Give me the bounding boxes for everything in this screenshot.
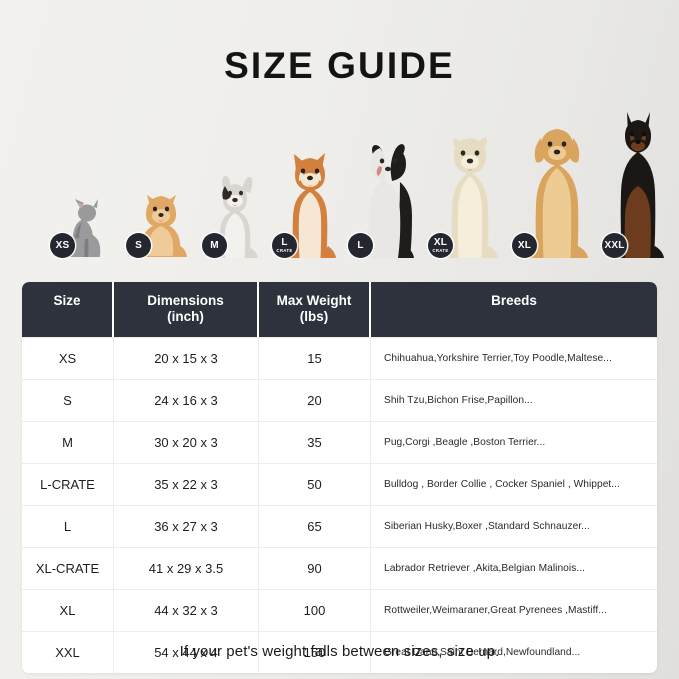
- cat-icon: [50, 196, 114, 258]
- cell-breeds: Siberian Husky,Boxer ,Standard Schnauzer…: [384, 520, 590, 532]
- cell-dimensions: 30 x 20 x 3: [114, 421, 259, 463]
- cell-breeds: Rottweiler,Weimaraner,Great Pyrenees ,Ma…: [384, 604, 607, 616]
- column-header-line1: Size: [53, 293, 81, 308]
- column-header-line1: Max Weight: [276, 293, 352, 308]
- column-header-size: Size: [22, 282, 114, 337]
- cell-max-weight: 150: [259, 631, 371, 673]
- cell-dimensions: 54 x 44 x 4: [114, 631, 259, 673]
- cell-breeds: Bulldog , Border Collie , Cocker Spaniel…: [384, 478, 620, 490]
- cell-dimensions: 24 x 16 x 3: [114, 379, 259, 421]
- size-badge-xxl: XXL: [602, 233, 627, 258]
- pet-xxl: XXL: [602, 112, 676, 258]
- cell-max-weight: 65: [259, 505, 371, 547]
- dog-icon: [348, 142, 428, 258]
- cell-dimensions: 36 x 27 x 3: [114, 505, 259, 547]
- badge-label: XS: [55, 239, 70, 251]
- table-row: XXL 54 x 44 x 4 150 Great Dane,Saint Ber…: [22, 630, 657, 673]
- size-badge-xs: XS: [50, 233, 75, 258]
- pet-xl: XL: [512, 126, 602, 258]
- cell-breeds: Chihuahua,Yorkshire Terrier,Toy Poodle,M…: [384, 352, 612, 364]
- cell-max-weight: 50: [259, 463, 371, 505]
- dog-icon: [512, 126, 602, 258]
- size-badge-xl-crate: XL CRATE: [428, 233, 453, 258]
- cell-dimensions: 35 x 22 x 3: [114, 463, 259, 505]
- cell-max-weight: 90: [259, 547, 371, 589]
- pet-xs: XS: [50, 196, 114, 258]
- badge-label: M: [210, 239, 219, 251]
- size-badge-xl: XL: [512, 233, 537, 258]
- column-header-line1: Breeds: [491, 293, 537, 308]
- cell-breeds: Pug,Corgi ,Beagle ,Boston Terrier...: [384, 436, 546, 448]
- pet-l-crate: L CRATE: [272, 152, 348, 258]
- table-row: XL-CRATE 41 x 29 x 3.5 90 Labrador Retri…: [22, 546, 657, 589]
- dog-icon: [272, 152, 348, 258]
- badge-label: XL: [517, 239, 532, 251]
- dog-icon: [202, 174, 268, 258]
- badge-sublabel: CRATE: [276, 247, 293, 253]
- size-table: Size Dimensions (inch) Max Weight (lbs) …: [22, 282, 657, 673]
- cell-dimensions: 20 x 15 x 3: [114, 337, 259, 379]
- size-badge-s: S: [126, 233, 151, 258]
- badge-label: S: [135, 239, 142, 251]
- cell-dimensions: 41 x 29 x 3.5: [114, 547, 259, 589]
- cell-max-weight: 15: [259, 337, 371, 379]
- table-row: XS 20 x 15 x 3 15 Chihuahua,Yorkshire Te…: [22, 336, 657, 379]
- column-header-line1: Dimensions: [147, 293, 224, 308]
- column-header-line2: (inch): [167, 308, 204, 324]
- pet-m: M: [202, 174, 268, 258]
- column-header-breeds: Breeds: [371, 282, 657, 337]
- cell-size: L: [22, 505, 114, 547]
- size-badge-l: L: [348, 233, 373, 258]
- pet-lineup: XS: [0, 108, 679, 258]
- cell-max-weight: 35: [259, 421, 371, 463]
- dog-icon: [602, 112, 676, 258]
- cell-breeds: Great Dane,Saint Bernard,Newfoundland...: [384, 646, 581, 658]
- cell-size: L-CRATE: [22, 463, 114, 505]
- cell-breeds: Labrador Retriever ,Akita,Belgian Malino…: [384, 562, 586, 574]
- badge-label: L: [357, 239, 364, 251]
- cell-size: XXL: [22, 631, 114, 673]
- column-header-line2: (lbs): [299, 308, 329, 324]
- cell-size: M: [22, 421, 114, 463]
- table-header-row: Size Dimensions (inch) Max Weight (lbs) …: [22, 282, 657, 337]
- dog-icon: [428, 134, 512, 258]
- pet-xl-crate: XL CRATE: [428, 134, 512, 258]
- badge-sublabel: CRATE: [432, 247, 449, 253]
- table-row: L 36 x 27 x 3 65 Siberian Husky,Boxer ,S…: [22, 504, 657, 547]
- cell-dimensions: 44 x 32 x 3: [114, 589, 259, 631]
- table-row: XL 44 x 32 x 3 100 Rottweiler,Weimaraner…: [22, 588, 657, 631]
- cell-size: XL: [22, 589, 114, 631]
- pet-l: L: [348, 142, 428, 258]
- table-row: L-CRATE 35 x 22 x 3 50 Bulldog , Border …: [22, 462, 657, 505]
- cell-size: XL-CRATE: [22, 547, 114, 589]
- column-header-max-weight: Max Weight (lbs): [259, 282, 371, 337]
- size-badge-l-crate: L CRATE: [272, 233, 297, 258]
- size-up-note: If your pet's weight falls between sizes…: [179, 643, 500, 660]
- page-title: SIZE GUIDE: [224, 45, 455, 86]
- cell-max-weight: 20: [259, 379, 371, 421]
- badge-label: L: [281, 237, 288, 249]
- pet-s: S: [126, 190, 196, 258]
- table-row: M 30 x 20 x 3 35 Pug,Corgi ,Beagle ,Bost…: [22, 420, 657, 463]
- cell-size: S: [22, 379, 114, 421]
- cell-max-weight: 100: [259, 589, 371, 631]
- badge-label: XXL: [604, 239, 625, 251]
- table-row: S 24 x 16 x 3 20 Shih Tzu,Bichon Frise,P…: [22, 378, 657, 421]
- cell-breeds: Shih Tzu,Bichon Frise,Papillon...: [384, 394, 533, 406]
- cell-size: XS: [22, 337, 114, 379]
- column-header-dimensions: Dimensions (inch): [114, 282, 259, 337]
- badge-label: XL: [433, 237, 448, 249]
- size-badge-m: M: [202, 233, 227, 258]
